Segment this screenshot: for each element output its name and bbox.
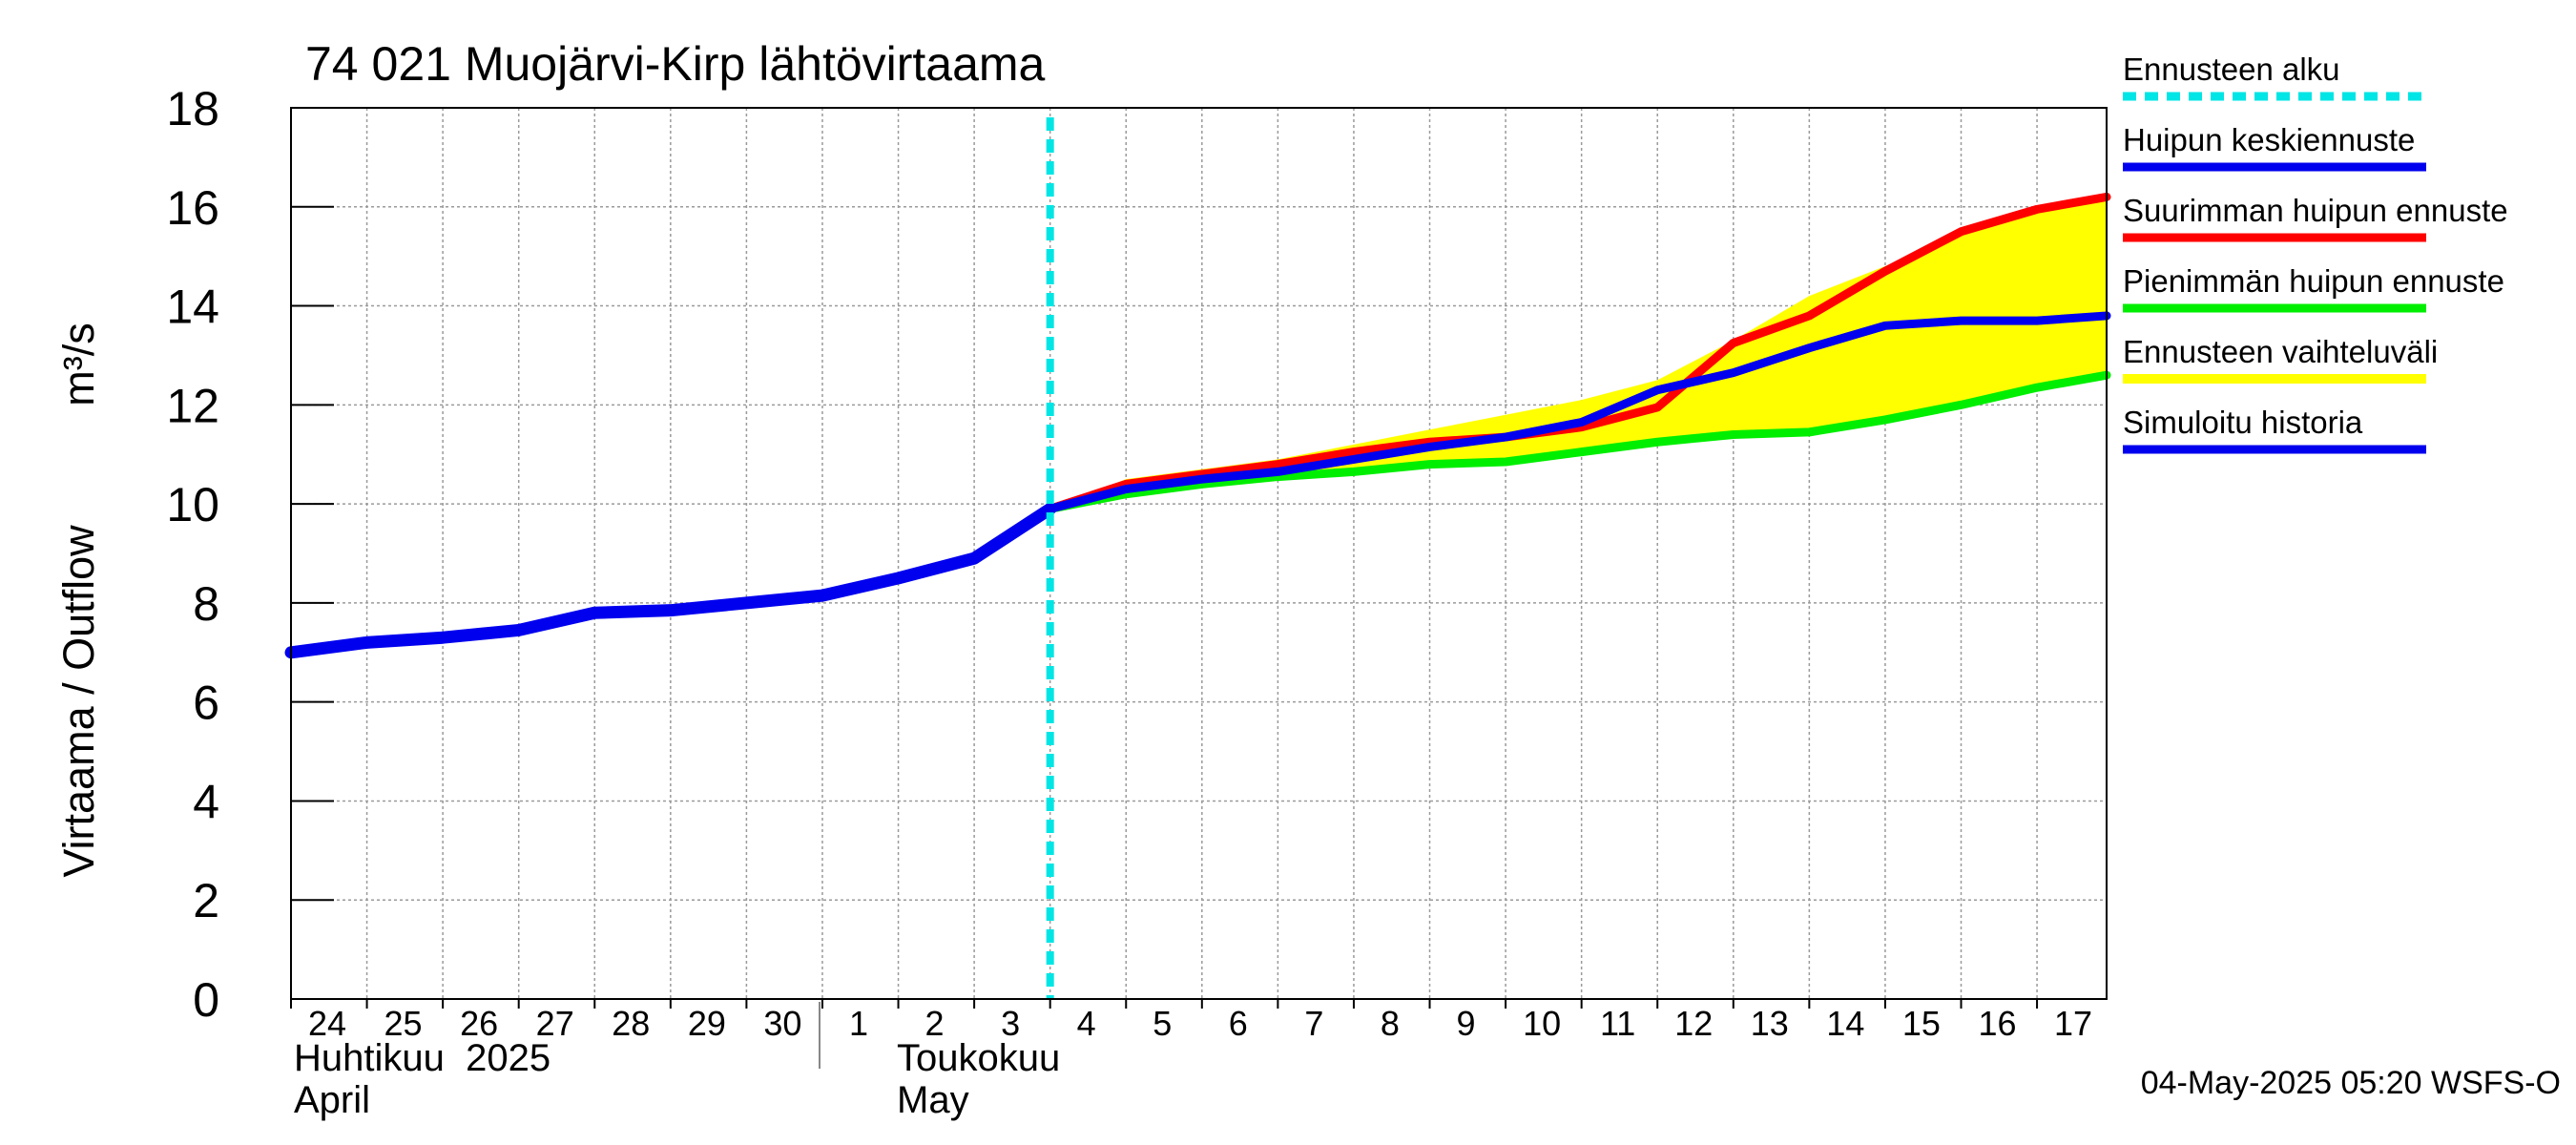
chart-title: 74 021 Muojärvi-Kirp lähtövirtaama [305, 37, 1046, 91]
x-tick-label: 17 [2054, 1004, 2092, 1043]
x-tick-label: 25 [384, 1004, 423, 1043]
legend-label: Huipun keskiennuste [2123, 122, 2415, 157]
x-tick-label: 16 [1978, 1004, 2016, 1043]
series-lines-layer [284, 117, 2111, 999]
x-tick-label: 6 [1229, 1004, 1248, 1043]
legend-label: Ennusteen alku [2123, 52, 2340, 87]
x-tick-label: 24 [308, 1004, 346, 1043]
y-axis-unit: m³/s [54, 323, 103, 406]
y-tick-label: 18 [166, 82, 219, 135]
x-tick-label: 14 [1826, 1004, 1864, 1043]
x-tick-label: 29 [688, 1004, 726, 1043]
month-label-april-en: April [294, 1079, 370, 1121]
x-tick-label: 12 [1674, 1004, 1713, 1043]
y-axis-label: Virtaama / Outflow [54, 525, 103, 878]
x-tick-label: 13 [1751, 1004, 1789, 1043]
y-tick-label: 2 [193, 874, 219, 927]
x-tick-label: 30 [763, 1004, 801, 1043]
simulated-history-line [284, 502, 1057, 659]
mean-peak-forecast-line [1046, 311, 2111, 513]
month-label-april-fi: Huhtikuu 2025 [294, 1037, 551, 1079]
x-tick-label: 10 [1523, 1004, 1561, 1043]
max-peak-forecast-line [1046, 192, 2111, 513]
plot-background [291, 108, 2107, 999]
x-tick-label: 11 [1600, 1004, 1635, 1043]
legend-label: Suurimman huipun ennuste [2123, 193, 2508, 228]
x-tick-label: 28 [612, 1004, 650, 1043]
min-peak-forecast-line [1046, 370, 2111, 513]
y-tick-label: 12 [166, 379, 219, 432]
x-tick-label: 3 [1001, 1004, 1020, 1043]
legend-label: Simuloitu historia [2123, 405, 2363, 440]
y-tick-label: 6 [193, 677, 219, 730]
legend: Ennusteen alku Huipun keskiennuste Suurimm… [2123, 52, 2508, 454]
x-tick-label: 27 [536, 1004, 574, 1043]
x-tick-label: 4 [1077, 1004, 1096, 1043]
month-label-may-en: May [897, 1079, 969, 1121]
x-tick-label: 26 [460, 1004, 498, 1043]
y-tick-label: 16 [166, 181, 219, 235]
y-tick-label: 0 [193, 973, 219, 1027]
plot-area [291, 108, 2107, 999]
y-tick-label: 10 [166, 478, 219, 531]
x-tick-labels: 24 25 26 27 28 29 30 1 2 3 4 5 6 7 8 9 10 11 12 13 14 15 16 17 [308, 1004, 2092, 1043]
axes [290, 107, 2108, 1009]
y-tick-label: 14 [166, 281, 219, 334]
legend-label: Pienimmän huipun ennuste [2123, 263, 2504, 299]
x-tick-label: 15 [1902, 1004, 1941, 1043]
y-tick-label: 4 [193, 775, 219, 828]
x-tick-label: 9 [1457, 1004, 1476, 1043]
y-tick-labels: 0 2 4 6 8 10 12 14 16 18 [166, 82, 219, 1027]
x-tick-label: 1 [849, 1004, 868, 1043]
month-label-may-fi: Toukokuu [897, 1037, 1060, 1079]
x-tick-label: 7 [1304, 1004, 1323, 1043]
timestamp: 04-May-2025 05:20 WSFS-O [2141, 1065, 2561, 1101]
plot-frame [290, 107, 2108, 1000]
legend-label: Ennusteen vaihteluväli [2123, 334, 2438, 369]
x-tick-label: 8 [1381, 1004, 1400, 1043]
y-tick-label: 8 [193, 577, 219, 631]
x-tick-label: 2 [925, 1004, 945, 1043]
x-tick-label: 5 [1153, 1004, 1172, 1043]
